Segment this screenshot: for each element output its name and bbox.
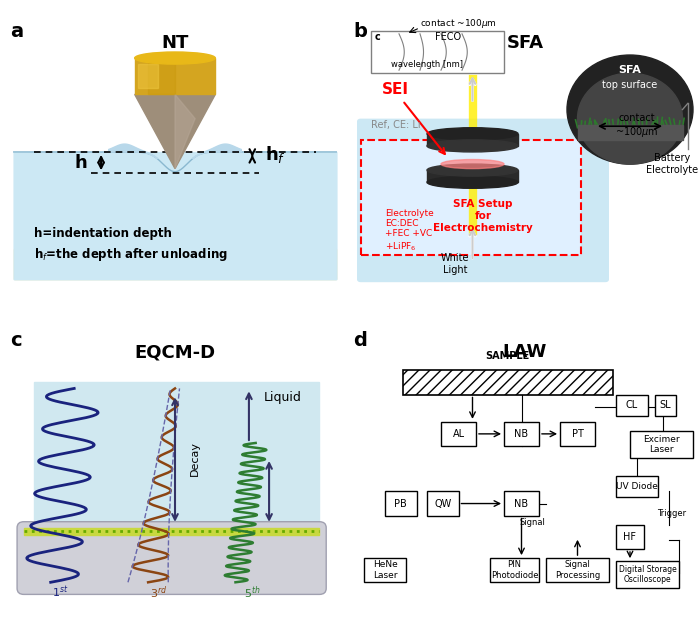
Text: QW: QW <box>434 498 452 509</box>
Text: Liquid: Liquid <box>264 391 302 404</box>
Text: Excimer
Laser: Excimer Laser <box>643 435 680 454</box>
Ellipse shape <box>134 52 216 64</box>
Text: UV Diode: UV Diode <box>616 482 658 492</box>
Text: NT: NT <box>161 34 189 52</box>
Text: Ref, CE: Li: Ref, CE: Li <box>371 120 421 130</box>
Text: SAMPLE: SAMPLE <box>485 351 530 361</box>
Polygon shape <box>427 170 518 182</box>
Bar <box>360 140 581 255</box>
Text: PB: PB <box>394 498 407 509</box>
Ellipse shape <box>427 127 518 140</box>
Text: SEI: SEI <box>382 83 409 97</box>
Text: CL: CL <box>626 400 638 410</box>
Circle shape <box>578 73 682 164</box>
Bar <box>441 422 476 446</box>
Text: EQCM-D: EQCM-D <box>134 343 216 361</box>
Text: h: h <box>74 153 88 172</box>
Circle shape <box>567 55 693 164</box>
Text: Signal: Signal <box>519 518 545 527</box>
FancyBboxPatch shape <box>17 522 326 594</box>
Bar <box>34 382 319 534</box>
Text: wavelength [nm]: wavelength [nm] <box>391 60 463 69</box>
Text: c: c <box>10 331 22 350</box>
Text: Battery
Electrolyte: Battery Electrolyte <box>646 153 698 175</box>
Text: top surface: top surface <box>603 80 657 90</box>
Text: White
Light: White Light <box>441 254 469 275</box>
Bar <box>616 525 644 549</box>
Bar <box>385 492 416 516</box>
Text: LAW: LAW <box>503 343 547 361</box>
Text: SL: SL <box>659 400 671 410</box>
Bar <box>490 558 539 582</box>
Bar <box>148 58 175 95</box>
Text: Trigger: Trigger <box>657 509 687 517</box>
Text: NB: NB <box>514 498 528 509</box>
Ellipse shape <box>427 164 518 176</box>
Text: h$_f$=the depth after unloading: h$_f$=the depth after unloading <box>34 247 228 263</box>
Text: c: c <box>374 32 380 42</box>
Ellipse shape <box>441 160 504 168</box>
Polygon shape <box>427 134 518 146</box>
Text: SFA: SFA <box>619 65 641 75</box>
Bar <box>138 64 158 88</box>
Bar <box>134 58 216 95</box>
Bar <box>654 394 675 416</box>
Text: 3$^{rd}$: 3$^{rd}$ <box>150 584 167 601</box>
Text: HeNe
Laser: HeNe Laser <box>372 560 398 580</box>
Ellipse shape <box>427 140 518 152</box>
Text: HF: HF <box>624 532 636 542</box>
Bar <box>364 558 406 582</box>
Polygon shape <box>134 95 216 168</box>
Text: FECO: FECO <box>435 32 461 42</box>
Text: PIN
Photodiode: PIN Photodiode <box>491 560 538 580</box>
Bar <box>402 370 612 394</box>
Bar <box>504 492 539 516</box>
Text: Decay: Decay <box>190 440 200 476</box>
Text: 5$^{th}$: 5$^{th}$ <box>244 584 260 601</box>
Text: Signal
Processing: Signal Processing <box>555 560 600 580</box>
Polygon shape <box>175 95 195 168</box>
Bar <box>578 125 682 140</box>
Text: AL: AL <box>452 429 465 439</box>
Bar <box>14 249 336 279</box>
Text: SFA: SFA <box>507 34 543 52</box>
Text: PT: PT <box>572 429 583 439</box>
Bar <box>616 394 648 416</box>
Bar <box>616 561 679 588</box>
Text: d: d <box>354 331 368 350</box>
Bar <box>504 422 539 446</box>
Bar <box>427 492 458 516</box>
Text: Electrolyte
EC:DEC
+FEC +VC
+LiPF$_6$: Electrolyte EC:DEC +FEC +VC +LiPF$_6$ <box>385 209 434 253</box>
Text: contact ~100$\mu$m: contact ~100$\mu$m <box>420 17 497 30</box>
Text: Digital Storage
Oscilloscope: Digital Storage Oscilloscope <box>619 565 676 584</box>
Bar <box>560 422 595 446</box>
Bar <box>546 558 609 582</box>
Text: h=indentation depth: h=indentation depth <box>34 227 172 240</box>
Text: contact
~100$\mu$m: contact ~100$\mu$m <box>615 114 659 139</box>
Text: b: b <box>354 21 368 41</box>
Ellipse shape <box>427 176 518 188</box>
Text: a: a <box>10 21 24 41</box>
Bar <box>616 476 658 497</box>
Bar <box>371 31 504 73</box>
Text: 1$^{st}$: 1$^{st}$ <box>52 585 69 600</box>
FancyBboxPatch shape <box>357 119 609 282</box>
Text: NB: NB <box>514 429 528 439</box>
Bar <box>630 431 693 458</box>
Text: h$_f$: h$_f$ <box>265 144 286 165</box>
Text: SFA Setup
for
Electrochemistry: SFA Setup for Electrochemistry <box>433 199 533 233</box>
Bar <box>14 152 336 279</box>
Bar <box>24 528 319 535</box>
